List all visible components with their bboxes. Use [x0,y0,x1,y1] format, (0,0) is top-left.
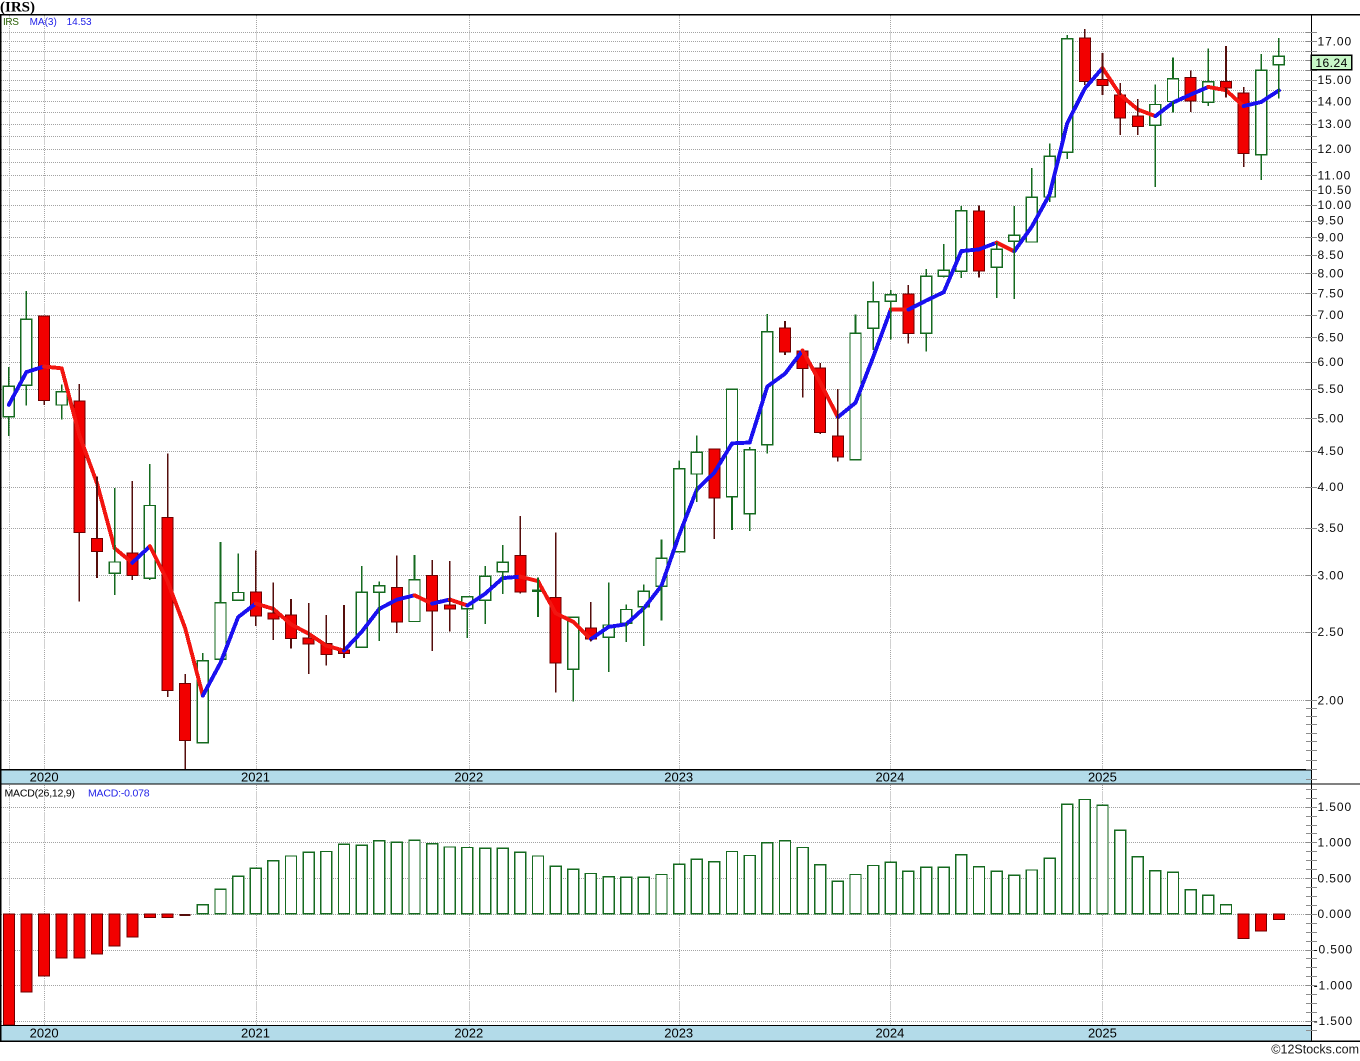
svg-text:16.24: 16.24 [1315,56,1348,70]
svg-text:MACD:-0.078: MACD:-0.078 [88,788,150,800]
svg-text:4.00: 4.00 [1318,480,1345,494]
svg-text:2022: 2022 [454,1025,483,1040]
svg-text:17.00: 17.00 [1318,35,1353,49]
svg-text:-1.500: -1.500 [1314,1014,1353,1028]
svg-text:6.00: 6.00 [1318,355,1345,369]
svg-text:0.000: 0.000 [1318,907,1353,921]
svg-text:2020: 2020 [30,1025,59,1040]
svg-text:8.50: 8.50 [1318,248,1345,262]
svg-text:2021: 2021 [241,1025,270,1040]
svg-text:6.50: 6.50 [1318,331,1345,345]
svg-text:2025: 2025 [1088,770,1117,785]
svg-text:15.00: 15.00 [1318,73,1353,87]
svg-text:11.00: 11.00 [1318,169,1352,183]
svg-text:10.00: 10.00 [1318,198,1353,212]
svg-text:(IRS): (IRS) [0,0,35,16]
svg-text:1.500: 1.500 [1318,800,1353,814]
svg-text:2.00: 2.00 [1318,694,1345,708]
svg-text:9.00: 9.00 [1318,230,1345,244]
svg-text:3.00: 3.00 [1318,569,1345,583]
svg-text:14.00: 14.00 [1318,94,1353,108]
svg-text:2021: 2021 [241,770,270,785]
svg-text:2020: 2020 [30,770,59,785]
svg-text:8.00: 8.00 [1318,267,1345,281]
svg-text:13.00: 13.00 [1318,117,1353,131]
svg-text:IRS: IRS [3,17,19,28]
svg-text:2025: 2025 [1088,1025,1117,1040]
svg-text:1.000: 1.000 [1318,836,1353,850]
svg-text:3.50: 3.50 [1318,521,1345,535]
svg-text:2023: 2023 [664,770,693,785]
svg-text:MACD(26,12,9): MACD(26,12,9) [5,788,75,800]
svg-text:2024: 2024 [875,770,904,785]
svg-text:2022: 2022 [454,770,483,785]
svg-text:2023: 2023 [664,1025,693,1040]
svg-text:©12Stocks.com: ©12Stocks.com [1271,1043,1359,1057]
svg-text:MA(3): MA(3) [30,17,57,28]
svg-text:10.50: 10.50 [1318,183,1353,197]
svg-text:12.00: 12.00 [1318,142,1353,156]
svg-text:14.53: 14.53 [67,17,92,28]
svg-text:4.50: 4.50 [1318,444,1345,458]
svg-text:7.50: 7.50 [1318,287,1345,301]
svg-text:5.00: 5.00 [1318,411,1345,425]
svg-text:7.00: 7.00 [1318,308,1345,322]
svg-text:2024: 2024 [875,1025,904,1040]
svg-text:-0.500: -0.500 [1314,943,1353,957]
svg-text:5.50: 5.50 [1318,382,1345,396]
svg-text:2.50: 2.50 [1318,625,1345,639]
svg-text:0.500: 0.500 [1318,871,1353,885]
svg-text:-1.000: -1.000 [1314,978,1353,992]
svg-text:9.50: 9.50 [1318,214,1345,228]
